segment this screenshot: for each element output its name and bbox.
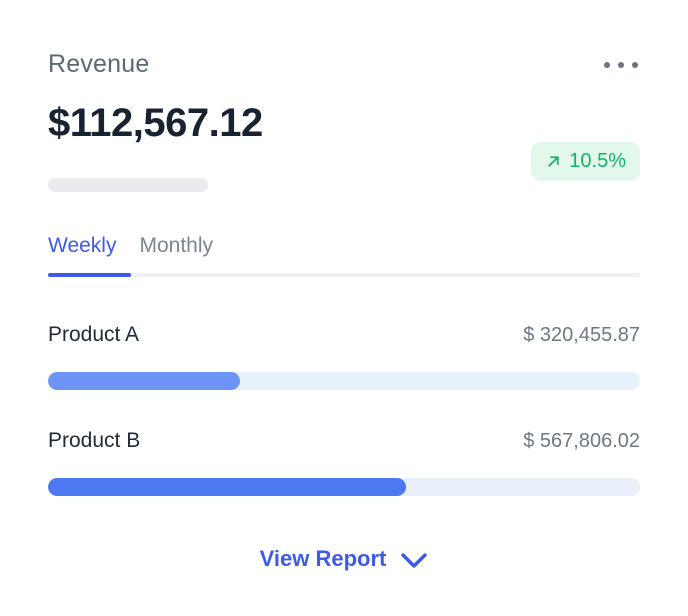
arrow-up-right-icon (548, 156, 559, 167)
ellipsis-icon (618, 61, 624, 68)
chevron-down-icon[interactable] (400, 552, 428, 569)
product-a-progress-fill (48, 372, 241, 390)
ellipsis-icon (632, 61, 638, 68)
tab-monthly[interactable]: Monthly (139, 234, 213, 257)
ellipsis-icon (604, 61, 610, 68)
product-b-value: $ 567,806.02 (523, 430, 640, 452)
product-row-b: Product B $ 567,806.02 (48, 429, 640, 496)
card-title: Revenue (48, 50, 150, 78)
product-b-name: Product B (48, 429, 141, 452)
change-badge-label: 10.5% (569, 150, 626, 172)
total-revenue-value: $112,567.12 (48, 101, 263, 145)
product-a-progress-track (48, 372, 640, 390)
active-tab-indicator (48, 273, 131, 277)
tabs-divider (48, 273, 640, 277)
tabs-divider-track (48, 273, 640, 277)
product-row-a: Product A $ 320,455.87 (48, 323, 640, 390)
product-b-head: Product B $ 567,806.02 (48, 429, 640, 453)
card-footer: View Report (48, 546, 640, 572)
period-tabs: Weekly Monthly (48, 234, 640, 258)
placeholder-progress-pill (48, 178, 208, 192)
card-header: Revenue (48, 50, 640, 79)
product-b-progress-track (48, 478, 640, 496)
change-badge: 10.5% (531, 142, 640, 181)
product-b-progress-fill (48, 478, 407, 496)
tab-weekly[interactable]: Weekly (48, 234, 117, 257)
product-a-value: $ 320,455.87 (523, 324, 640, 346)
overflow-menu-button[interactable] (602, 58, 640, 72)
product-a-name: Product A (48, 323, 140, 346)
view-report-button[interactable]: View Report (260, 546, 429, 572)
product-a-head: Product A $ 320,455.87 (48, 323, 640, 347)
view-report-label: View Report (259, 546, 387, 571)
